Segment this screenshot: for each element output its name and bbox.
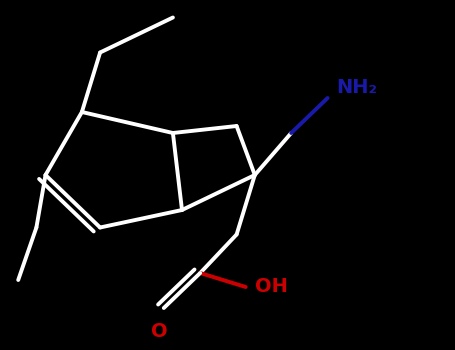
- Text: OH: OH: [255, 278, 288, 296]
- Text: O: O: [151, 322, 167, 341]
- Text: NH₂: NH₂: [337, 78, 378, 97]
